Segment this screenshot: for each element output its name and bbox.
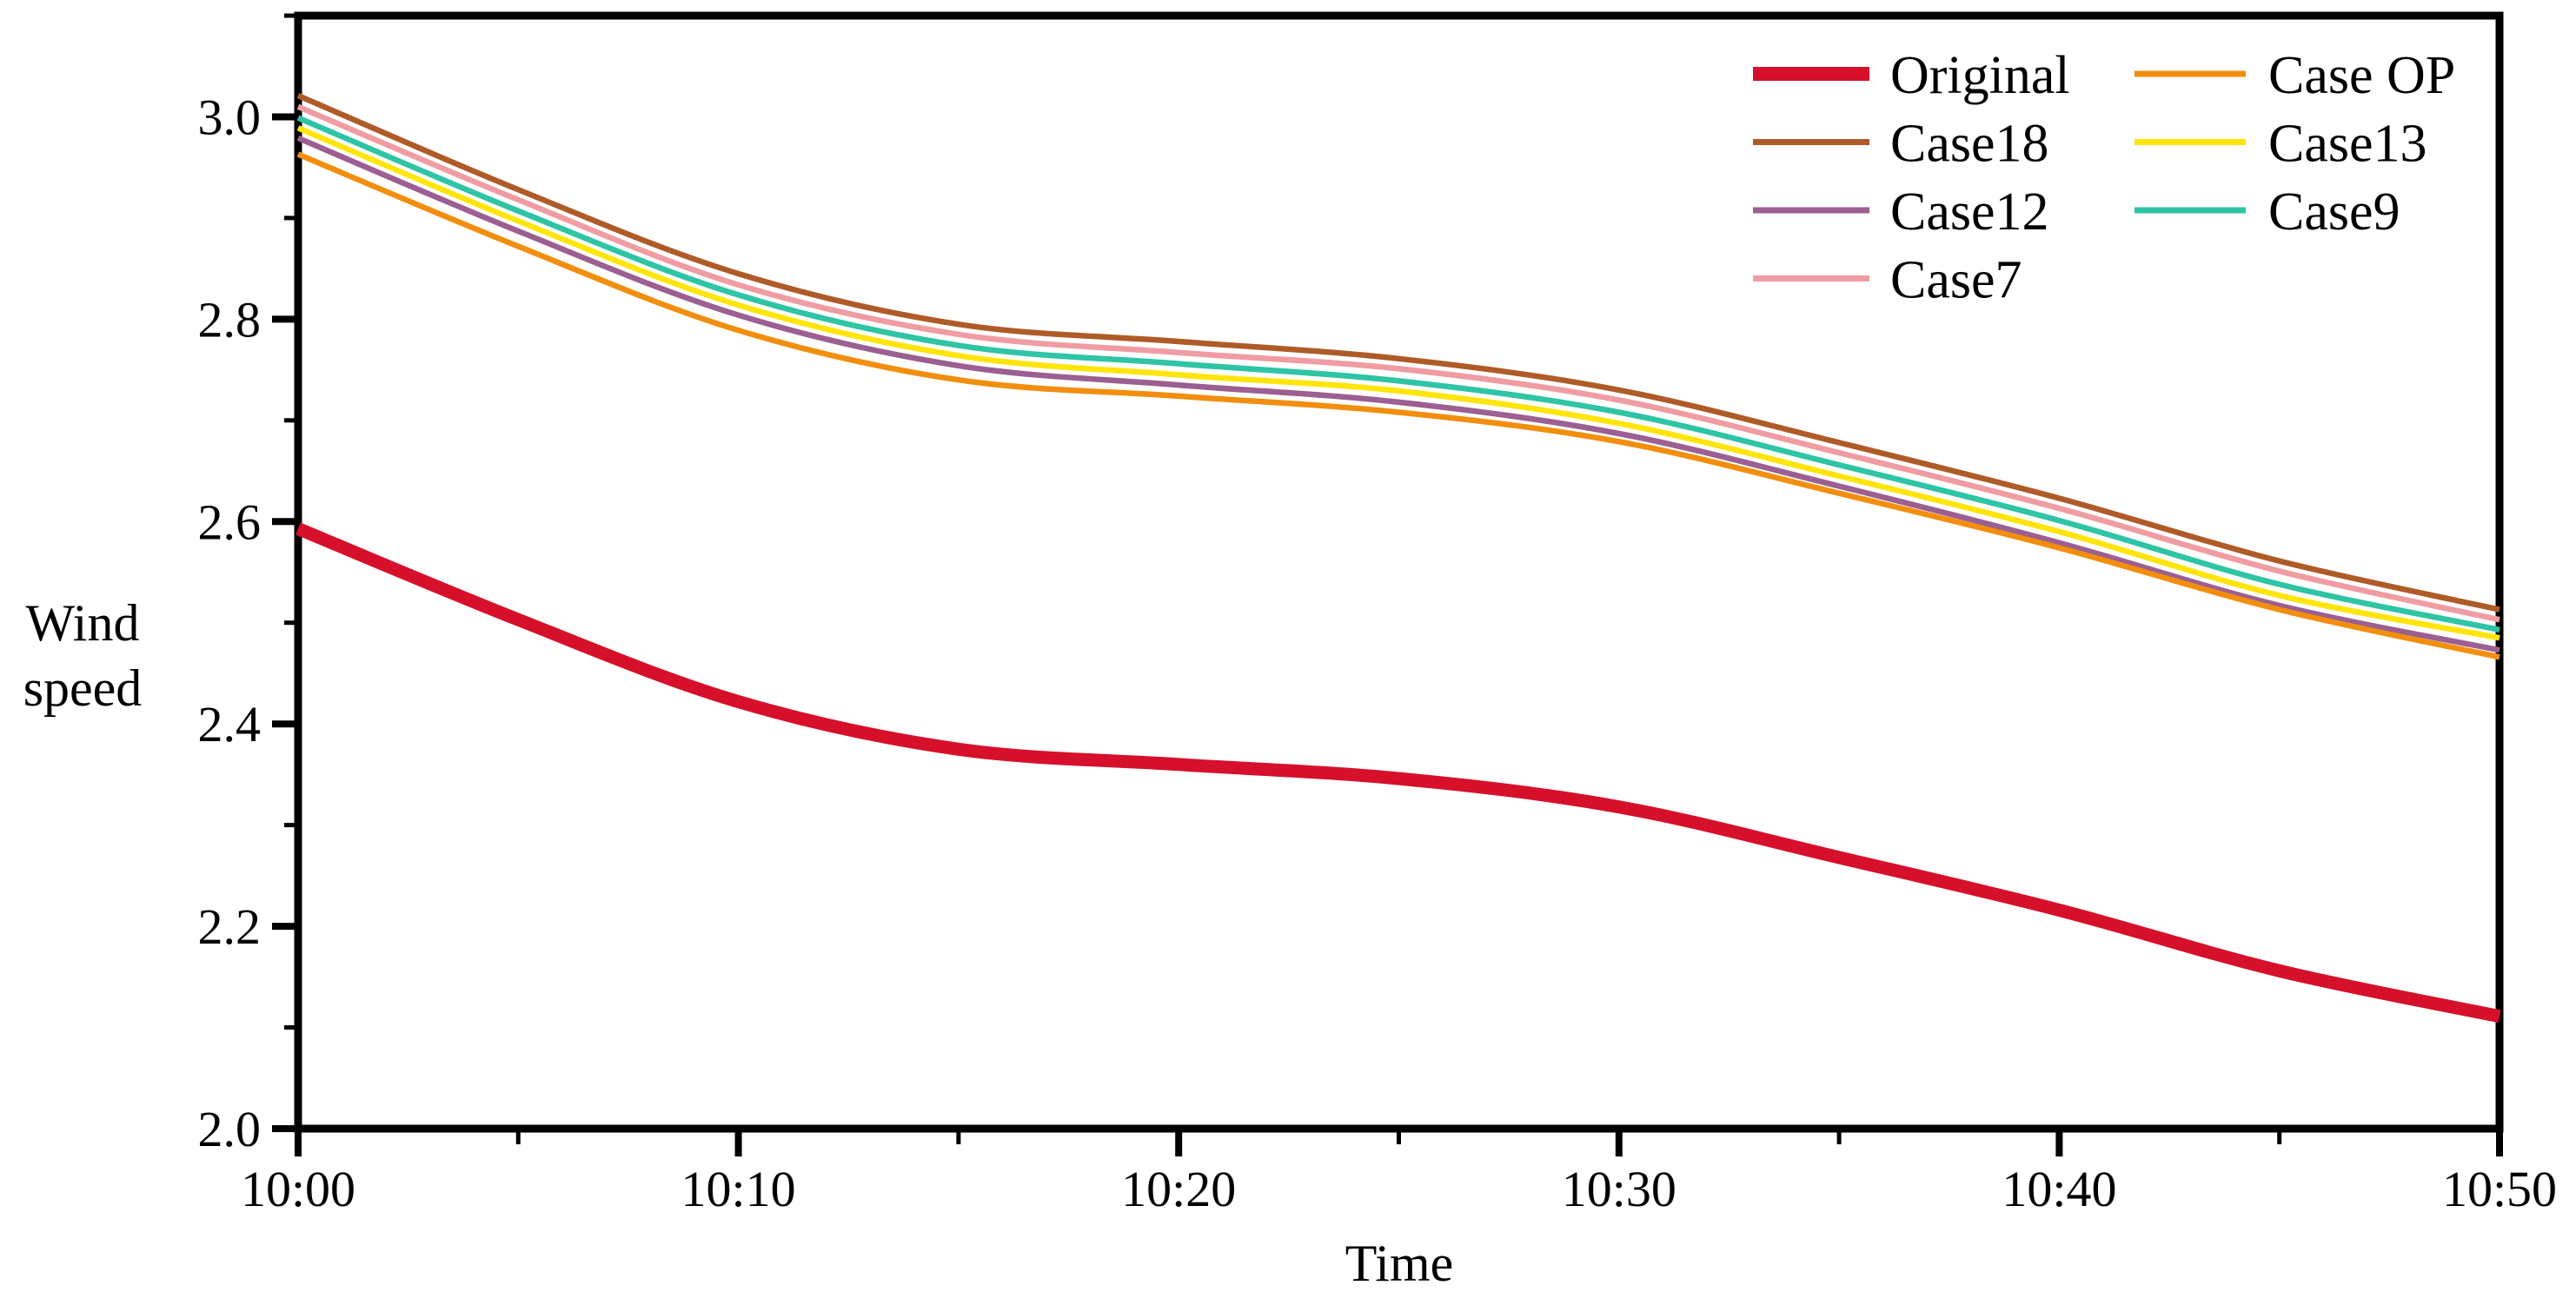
legend-label: Case7 xyxy=(1890,251,2022,310)
y-axis-title-line1: Wind xyxy=(26,594,140,652)
legend: Original Case18 Case12 Case7 Case OP Case13 Ca… xyxy=(1753,46,2455,310)
series-lines xyxy=(295,93,2501,1024)
legend-item-case9: Case9 xyxy=(2134,182,2400,242)
y-tick-label: 3.0 xyxy=(198,89,262,146)
legend-item-case12: Case12 xyxy=(1753,182,2049,242)
legend-label: Case12 xyxy=(1890,182,2049,242)
legend-item-case13: Case13 xyxy=(2134,115,2427,174)
y-tick-label: 2.0 xyxy=(198,1101,262,1157)
legend-item-case18: Case18 xyxy=(1753,115,2049,174)
series-line-case9 xyxy=(296,115,2500,633)
series-line-original xyxy=(295,522,2501,1024)
x-tick-label: 10:50 xyxy=(2442,1161,2557,1217)
series-line-case12 xyxy=(296,135,2500,653)
axis-ticks xyxy=(272,13,2503,1156)
series-line-case-op xyxy=(296,151,2500,660)
axis-tick-labels: 2.0 2.2 2.4 2.6 2.8 3.0 10:00 10:10 10:20 10:30 10… xyxy=(198,89,2558,1218)
legend-label: Original xyxy=(1890,46,2070,105)
legend-label: Case9 xyxy=(2268,182,2400,242)
y-tick-label: 2.4 xyxy=(198,696,262,752)
y-axis-title-line2: speed xyxy=(23,659,143,717)
y-tick-label: 2.2 xyxy=(198,898,262,955)
x-axis-title: Time xyxy=(1345,1235,1454,1292)
y-tick-label: 2.6 xyxy=(198,494,262,550)
legend-item-original: Original xyxy=(1753,46,2070,105)
x-tick-label: 10:10 xyxy=(681,1161,796,1217)
x-tick-label: 10:40 xyxy=(2002,1161,2116,1217)
y-tick-label: 2.8 xyxy=(198,291,262,348)
x-tick-label: 10:20 xyxy=(1121,1161,1236,1217)
legend-item-case-op: Case OP xyxy=(2134,46,2455,105)
legend-label: Case OP xyxy=(2268,46,2455,105)
legend-item-case7: Case7 xyxy=(1753,251,2022,310)
series-line-case13 xyxy=(296,125,2500,641)
x-tick-label: 10:30 xyxy=(1562,1161,1676,1217)
x-tick-label: 10:00 xyxy=(241,1161,355,1217)
series-line-case7 xyxy=(296,103,2500,623)
legend-label: Case13 xyxy=(2268,115,2427,174)
series-line-case18 xyxy=(296,93,2500,613)
legend-label: Case18 xyxy=(1890,115,2049,174)
